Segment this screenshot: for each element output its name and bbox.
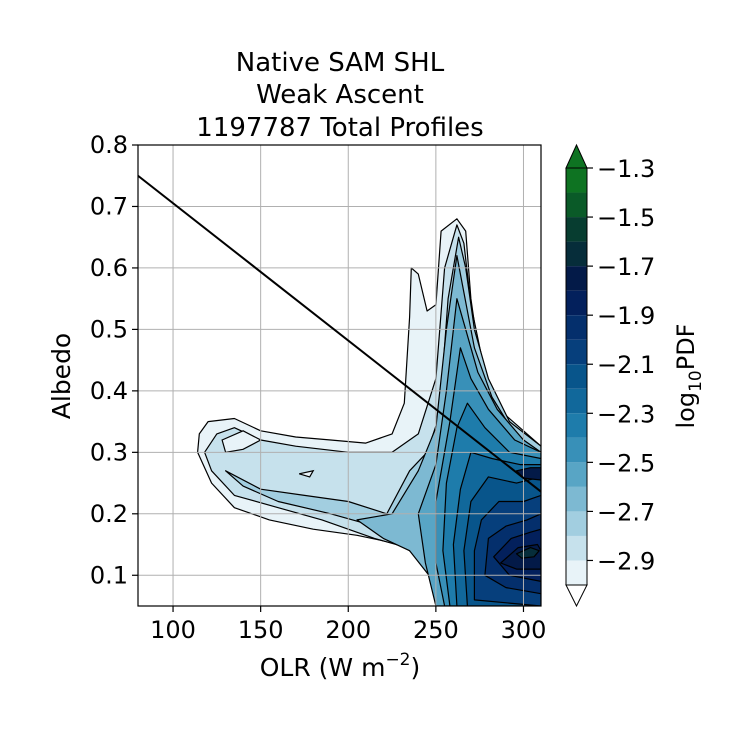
colorbar-tick-label-7: −2.7 xyxy=(597,498,655,526)
x-axis-label-close: ) xyxy=(411,653,421,682)
colorbar-swatch-2 xyxy=(566,511,587,536)
colorbar-swatch-8 xyxy=(566,364,587,389)
colorbar-swatch-1 xyxy=(566,535,587,561)
colorbar-swatch-12 xyxy=(566,266,587,291)
colorbar-swatch-0 xyxy=(566,560,587,585)
y-tick-label-1: 0.2 xyxy=(90,500,128,528)
colorbar-swatch-15 xyxy=(566,192,587,218)
y-tick-label-6: 0.7 xyxy=(90,192,128,220)
x-tick-label-2: 200 xyxy=(325,616,371,644)
colorbar-swatch-11 xyxy=(566,290,587,316)
reference-line xyxy=(138,174,541,493)
x-tick-label-0: 100 xyxy=(150,616,196,644)
colorbar-swatch-10 xyxy=(566,315,587,340)
y-tick-label-7: 0.8 xyxy=(90,131,128,159)
x-tick-label-3: 250 xyxy=(413,616,459,644)
colorbar-label: log10PDF xyxy=(672,324,706,429)
x-axis-label-exponent: −2 xyxy=(385,650,410,670)
y-axis-label: Albedo xyxy=(47,333,76,419)
contour-layer xyxy=(197,218,541,606)
colorbar-extend-top xyxy=(565,143,588,169)
colorbar-swatch-3 xyxy=(566,486,587,512)
colorbar-swatch-7 xyxy=(566,388,587,414)
colorbar-tick-label-0: −1.3 xyxy=(597,155,655,183)
colorbar-swatch-16 xyxy=(566,168,587,193)
colorbar-tick-label-8: −2.9 xyxy=(597,547,655,575)
colorbar-tick-label-2: −1.7 xyxy=(597,253,655,281)
plot-area: 100 150 200 250 300 0.1 0.2 0.3 0.4 0.5 0.6 0.7 0.8 xyxy=(90,131,547,644)
colorbar-label-log: log xyxy=(672,392,700,429)
x-axis: 100 150 200 250 300 xyxy=(150,606,546,644)
title-line-2: Weak Ascent xyxy=(256,80,424,110)
y-tick-label-3: 0.4 xyxy=(90,377,128,405)
colorbar-tick-label-6: −2.5 xyxy=(597,449,655,477)
colorbar-extend-bottom xyxy=(565,584,588,608)
colorbar-tick-label-4: −2.1 xyxy=(597,351,655,379)
contour-hole-0 xyxy=(221,430,262,453)
colorbar-swatch-4 xyxy=(566,462,587,487)
y-axis: 0.1 0.2 0.3 0.4 0.5 0.6 0.7 0.8 xyxy=(90,131,138,589)
colorbar-swatch-6 xyxy=(566,413,587,438)
y-tick-label-0: 0.1 xyxy=(90,561,128,589)
contour-band-13 xyxy=(515,547,540,559)
y-tick-label-5: 0.6 xyxy=(90,254,128,282)
y-tick-label-4: 0.5 xyxy=(90,315,128,343)
x-tick-label-4: 300 xyxy=(501,616,547,644)
colorbar-swatch-9 xyxy=(566,339,587,365)
colorbar-tick-label-5: −2.3 xyxy=(597,400,655,428)
colorbar-frame xyxy=(565,167,588,586)
title-line-1: Native SAM SHL xyxy=(236,48,445,78)
chart-title: Native SAM SHL Weak Ascent 1197787 Total… xyxy=(196,48,483,143)
y-tick-label-2: 0.3 xyxy=(90,438,128,466)
x-axis-label-main: OLR (W m xyxy=(260,653,386,682)
colorbar: −1.3 −1.5 −1.7 −1.9 −2.1 −2.3 −2.5 −2.7 −2.9 xyxy=(565,143,655,608)
colorbar-swatch-5 xyxy=(566,437,587,463)
x-tick-label-1: 150 xyxy=(238,616,284,644)
contour-hole-1 xyxy=(299,469,315,478)
colorbar-tick-label-1: −1.5 xyxy=(597,204,655,232)
colorbar-label-base: 10 xyxy=(686,370,706,392)
colorbar-swatch-13 xyxy=(566,241,587,267)
title-line-3: 1197787 Total Profiles xyxy=(196,113,483,143)
plot-frame xyxy=(137,144,542,607)
colorbar-swatch-14 xyxy=(566,217,587,242)
x-axis-label: OLR (W m−2) xyxy=(260,650,421,682)
colorbar-tick-label-3: −1.9 xyxy=(597,302,655,330)
colorbar-label-pdf: PDF xyxy=(672,324,700,371)
